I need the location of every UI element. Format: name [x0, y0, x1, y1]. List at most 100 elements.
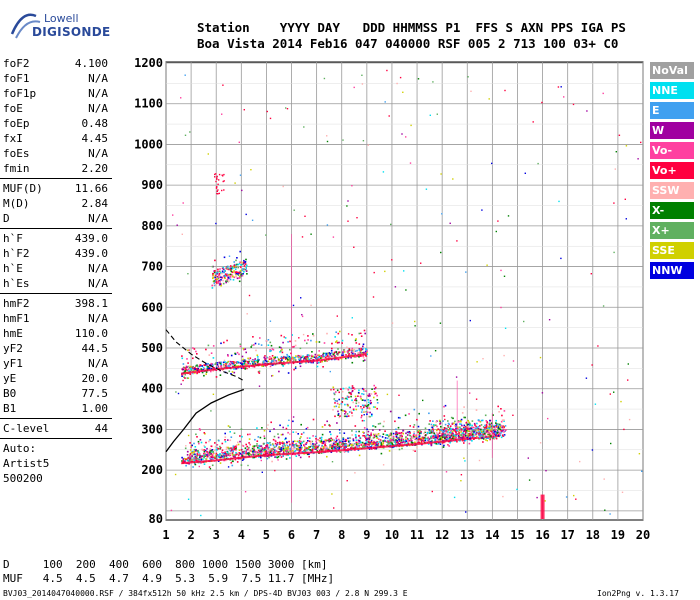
noise-point	[597, 345, 599, 347]
noise-point	[286, 108, 289, 110]
echo-point	[424, 437, 426, 439]
echo-point	[233, 368, 235, 370]
echo-point	[345, 445, 348, 447]
echo-point	[366, 351, 368, 354]
echo-point	[340, 402, 343, 405]
echo-point	[181, 373, 183, 376]
echo-point	[401, 441, 404, 444]
echo-point	[490, 435, 492, 437]
echo-point	[460, 431, 462, 433]
echo-point	[269, 451, 272, 454]
noise-point	[331, 493, 333, 495]
echo-point	[216, 364, 219, 366]
echo-point	[235, 368, 237, 370]
echo-point	[302, 440, 305, 443]
noise-point	[573, 494, 575, 497]
echo-point	[260, 450, 262, 452]
echo-point	[251, 447, 254, 450]
noise-point	[292, 304, 295, 307]
echo-point	[499, 434, 502, 436]
echo-point	[470, 427, 473, 430]
echo-point	[221, 271, 224, 274]
echo-point	[292, 420, 294, 423]
echo-point	[258, 451, 260, 454]
echo-point	[503, 410, 506, 412]
echo-point	[354, 443, 356, 446]
echo-point	[480, 427, 483, 430]
echo-point	[285, 427, 288, 430]
noise-point	[386, 69, 388, 72]
noise-point	[346, 205, 348, 207]
echo-point	[204, 364, 206, 367]
echo-point	[357, 352, 360, 354]
echo-point	[236, 362, 238, 364]
echo-point	[207, 366, 209, 368]
echo-point	[443, 436, 445, 438]
echo-point	[445, 439, 448, 441]
noise-point	[300, 297, 302, 299]
echo-point	[239, 270, 242, 272]
trace-edge	[181, 434, 500, 465]
echo-point	[486, 432, 489, 434]
noise-point	[219, 282, 221, 285]
echo-point	[333, 439, 336, 442]
noise-point	[541, 101, 543, 104]
echo-point	[319, 449, 321, 452]
echo-point	[312, 418, 315, 421]
echo-point	[214, 173, 216, 176]
noise-point	[391, 259, 393, 261]
echo-point	[352, 444, 354, 447]
echo-point	[239, 452, 241, 455]
echo-point	[201, 455, 204, 458]
echo-point	[292, 445, 294, 447]
echo-point	[484, 431, 487, 433]
echo-point	[497, 433, 500, 436]
echo-point	[220, 361, 222, 364]
echo-point	[363, 406, 365, 409]
echo-point	[361, 446, 364, 448]
echo-point	[215, 453, 217, 456]
noise-point	[386, 393, 389, 396]
echo-point	[367, 430, 370, 433]
echo-point	[472, 429, 474, 431]
echo-point	[193, 458, 195, 461]
echo-point	[209, 457, 211, 460]
echo-point	[229, 273, 232, 276]
echo-point	[217, 193, 219, 195]
echo-point	[286, 357, 288, 360]
echo-point	[480, 435, 482, 438]
noise-point	[405, 136, 407, 138]
echo-point	[463, 434, 466, 437]
echo-point	[292, 447, 295, 450]
echo-point	[233, 266, 235, 268]
echo-point	[272, 444, 275, 447]
echo-point	[347, 445, 349, 447]
echo-point	[355, 397, 357, 400]
interference-block	[540, 494, 545, 519]
echo-point	[269, 441, 271, 444]
echo-point	[493, 426, 495, 428]
echo-point	[496, 430, 499, 433]
echo-point	[399, 435, 401, 437]
echo-point	[487, 425, 489, 428]
echo-point	[270, 452, 273, 455]
param-separator	[0, 228, 112, 229]
echo-point	[252, 450, 254, 453]
echo-point	[210, 451, 212, 453]
echo-point	[345, 354, 347, 356]
echo-point	[244, 447, 247, 449]
echo-point	[249, 453, 251, 455]
param-row-he: h`E N/A	[0, 261, 114, 276]
echo-point	[463, 429, 466, 431]
echo-point	[196, 455, 198, 458]
echo-point	[414, 436, 416, 438]
echo-point	[195, 459, 198, 462]
echo-point	[329, 444, 331, 447]
echo-point	[442, 431, 444, 433]
echo-point	[384, 437, 387, 439]
echo-point	[466, 428, 469, 430]
echo-point	[217, 189, 219, 191]
echo-point	[194, 457, 197, 460]
echo-point	[262, 365, 265, 367]
echo-point	[224, 436, 227, 438]
